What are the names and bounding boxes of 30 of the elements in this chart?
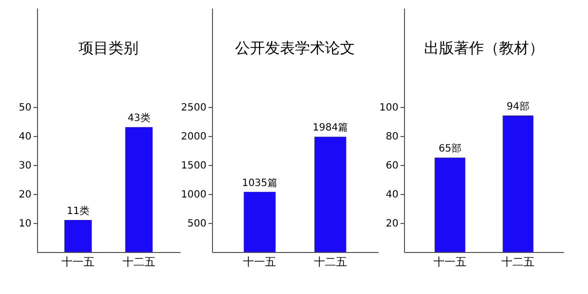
y-tick-label: 1500 <box>181 160 206 172</box>
y-tick-label: 2000 <box>181 131 206 142</box>
data-label: 43类 <box>128 112 150 124</box>
data-label: 1984篇 <box>312 122 348 134</box>
x-tick-label: 十二五 <box>314 256 347 268</box>
y-tick-label: 10 <box>18 218 32 230</box>
y-tick-label: 30 <box>18 160 32 172</box>
data-label: 11类 <box>66 205 90 218</box>
y-tick-label: 40 <box>386 189 398 200</box>
text: 公开发表学术论文 <box>235 39 355 57</box>
data-label: 1035篇 <box>242 178 278 189</box>
data-label: 65部 <box>438 142 462 155</box>
x-tick-label: 十一五 <box>433 256 466 268</box>
y-tick-label: 80 <box>386 131 398 142</box>
y-tick-label: 50 <box>18 102 32 114</box>
x-tick-label: 十二五 <box>122 256 156 268</box>
y-tick-label: 20 <box>18 189 32 200</box>
x-tick-label: 十一五 <box>243 256 276 268</box>
data-label: 94部 <box>506 100 530 112</box>
y-tick-label: 40 <box>18 131 32 142</box>
x-tick-label: 十二五 <box>502 256 535 268</box>
y-tick-label: 60 <box>386 160 398 172</box>
x-tick-label: 十一五 <box>62 256 95 268</box>
text: 项目类别 <box>78 39 138 57</box>
y-tick-label: 2500 <box>181 102 206 114</box>
y-tick-label: 20 <box>386 218 398 230</box>
y-tick-label: 100 <box>379 102 398 114</box>
y-tick-label: 500 <box>187 218 206 230</box>
y-tick-label: 1000 <box>181 189 206 200</box>
text: 出版著作（教材） <box>424 39 544 57</box>
